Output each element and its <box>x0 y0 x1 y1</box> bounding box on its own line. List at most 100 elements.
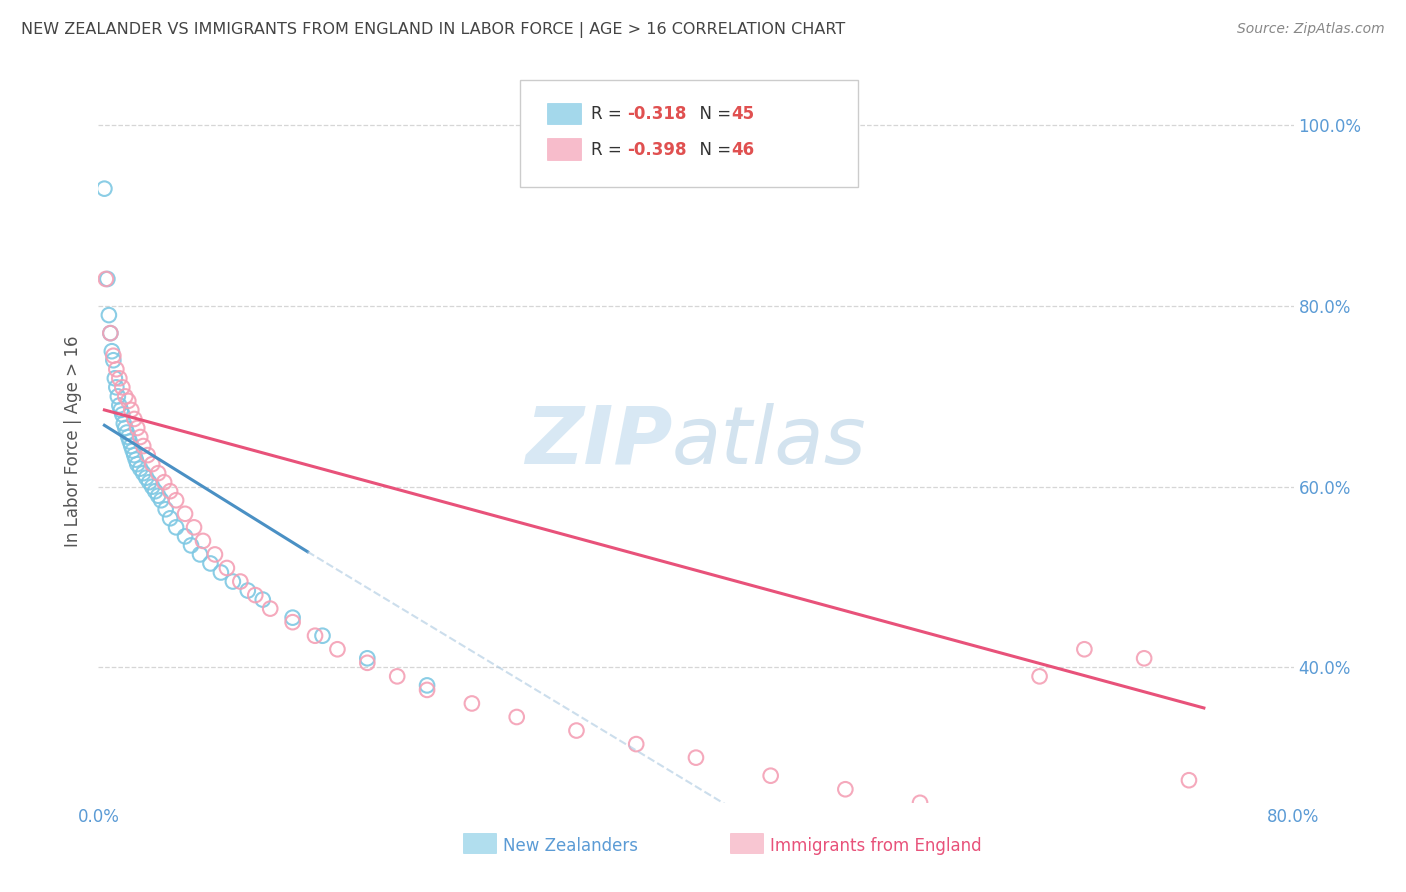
Point <box>153 475 176 490</box>
Point <box>165 493 187 508</box>
Point <box>461 697 484 711</box>
Point <box>114 421 136 435</box>
Point <box>96 272 118 286</box>
Point <box>105 380 128 394</box>
Point <box>155 502 177 516</box>
Point <box>127 457 149 471</box>
Point <box>105 362 128 376</box>
Point <box>107 389 129 403</box>
Text: Source: ZipAtlas.com: Source: ZipAtlas.com <box>1237 22 1385 37</box>
Point <box>120 439 142 453</box>
Point <box>117 430 139 444</box>
Point <box>326 642 349 657</box>
Point <box>111 408 134 422</box>
Point <box>416 678 439 692</box>
Point <box>115 425 138 440</box>
Point <box>129 461 152 475</box>
Point <box>200 557 222 571</box>
Point <box>245 588 267 602</box>
Text: 46: 46 <box>731 141 754 159</box>
Point <box>259 601 281 615</box>
Point <box>148 466 170 480</box>
Point <box>104 371 127 385</box>
Point <box>1073 642 1095 657</box>
Point <box>124 412 146 426</box>
Point <box>759 769 782 783</box>
Text: Immigrants from England: Immigrants from England <box>770 837 983 855</box>
Point <box>150 493 173 508</box>
Point <box>165 520 187 534</box>
Point <box>135 471 157 485</box>
Point <box>143 484 166 499</box>
Point <box>103 353 125 368</box>
Text: N =: N = <box>689 141 737 159</box>
Point <box>101 344 124 359</box>
Point <box>111 380 134 394</box>
Point <box>94 272 117 286</box>
Point <box>222 574 245 589</box>
Point <box>984 809 1007 823</box>
Point <box>236 583 259 598</box>
Point <box>174 507 197 521</box>
Point <box>118 434 141 449</box>
Point <box>1178 773 1201 788</box>
Text: atlas: atlas <box>672 402 868 481</box>
Point <box>1133 651 1156 665</box>
Point <box>129 430 152 444</box>
Point <box>141 457 163 471</box>
Text: -0.318: -0.318 <box>627 105 686 123</box>
Text: -0.398: -0.398 <box>627 141 686 159</box>
Point <box>159 484 181 499</box>
Point <box>121 443 143 458</box>
Point <box>356 651 378 665</box>
Text: R =: R = <box>591 141 627 159</box>
Point <box>385 669 409 683</box>
Point <box>93 181 115 195</box>
Point <box>110 403 132 417</box>
Point <box>120 403 142 417</box>
Point <box>132 466 155 480</box>
Point <box>191 533 214 548</box>
Point <box>124 448 146 462</box>
Point <box>98 326 122 341</box>
Point <box>136 448 159 462</box>
Point <box>114 389 136 403</box>
Point <box>117 393 139 408</box>
Point <box>215 561 238 575</box>
Point <box>180 538 202 552</box>
Point <box>209 566 232 580</box>
Point <box>141 480 163 494</box>
Text: NEW ZEALANDER VS IMMIGRANTS FROM ENGLAND IN LABOR FORCE | AGE > 16 CORRELATION C: NEW ZEALANDER VS IMMIGRANTS FROM ENGLAND… <box>21 22 845 38</box>
Text: R =: R = <box>591 105 627 123</box>
Point <box>132 439 155 453</box>
Point <box>506 710 529 724</box>
Point <box>108 398 131 412</box>
Point <box>908 796 931 810</box>
Point <box>304 629 326 643</box>
Point <box>148 489 170 503</box>
Text: N =: N = <box>689 105 737 123</box>
Point <box>204 548 226 562</box>
Point <box>416 682 439 697</box>
Point <box>174 529 197 543</box>
Point <box>159 511 181 525</box>
Text: New Zealanders: New Zealanders <box>503 837 638 855</box>
Point <box>281 615 304 630</box>
Point <box>98 326 122 341</box>
Point <box>138 475 160 490</box>
Text: 45: 45 <box>731 105 754 123</box>
Point <box>834 782 856 797</box>
Point <box>229 574 252 589</box>
Point <box>103 349 125 363</box>
Text: ZIP: ZIP <box>524 402 672 481</box>
Point <box>626 737 648 751</box>
Point <box>685 750 707 764</box>
Point <box>252 592 274 607</box>
Point <box>281 610 304 624</box>
Point <box>356 656 378 670</box>
Point <box>183 520 205 534</box>
Point <box>188 548 211 562</box>
Point <box>108 371 131 385</box>
Point <box>565 723 588 738</box>
Point <box>1028 669 1050 683</box>
